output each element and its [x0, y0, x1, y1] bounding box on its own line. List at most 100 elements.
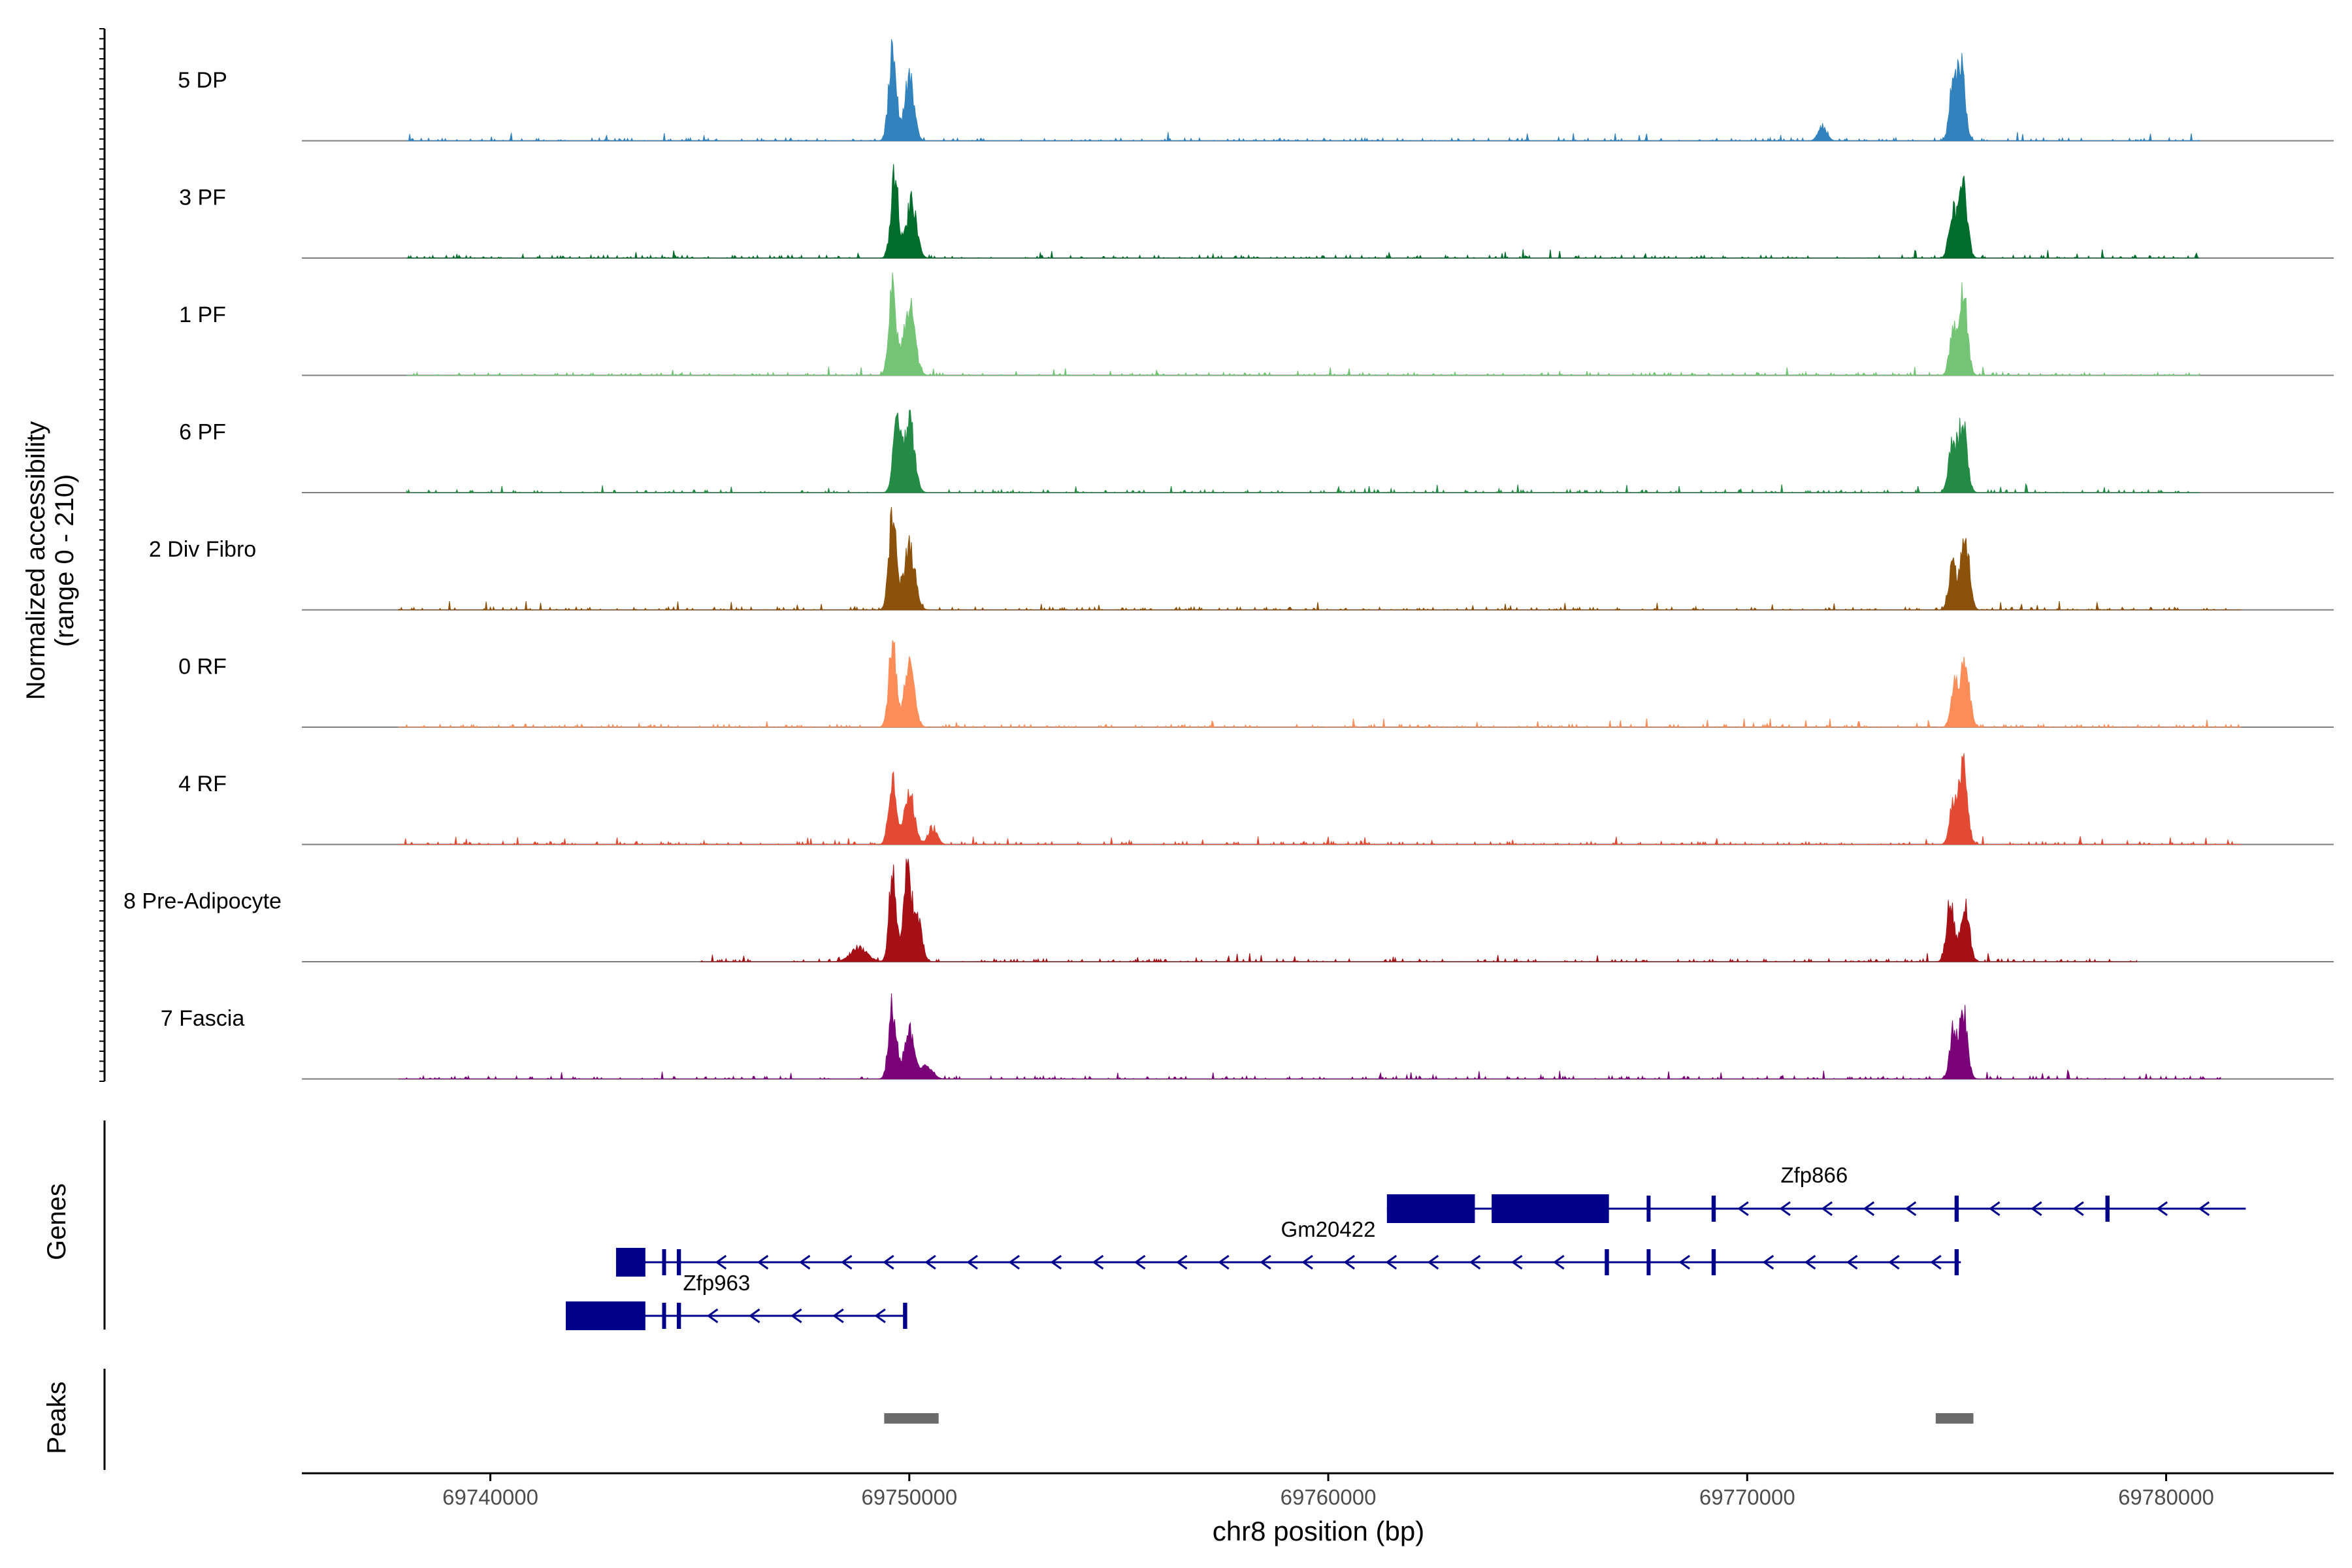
coverage-track: 3 PF [179, 164, 2334, 259]
track-label: 8 Pre-Adipocyte [123, 889, 282, 913]
track-label: 7 Fascia [161, 1006, 245, 1031]
coverage-track: 0 RF [178, 640, 2334, 728]
strand-arrow [1904, 1201, 1917, 1217]
gene-exon [676, 1303, 681, 1329]
strand-arrow [2031, 1201, 2042, 1217]
x-axis-tick-label: 69740000 [442, 1485, 538, 1509]
coverage-area [406, 39, 2201, 142]
strand-arrow [1218, 1254, 1230, 1270]
gene-exon [662, 1249, 666, 1275]
strand-arrow [1301, 1254, 1313, 1270]
strand-arrow [832, 1308, 844, 1324]
strand-arrow [1678, 1254, 1690, 1270]
gene-exon [1646, 1249, 1651, 1275]
strand-arrow [1846, 1254, 1858, 1270]
strand-arrow [1989, 1201, 2001, 1217]
strand-arrow [1008, 1254, 1020, 1270]
x-axis-label: chr8 position (bp) [1213, 1516, 1425, 1546]
strand-arrow [748, 1308, 760, 1324]
strand-arrow [715, 1254, 727, 1270]
gene-model: Zfp963 [565, 1271, 907, 1330]
genes-track-label: Genes [42, 1183, 71, 1260]
strand-arrow [1930, 1254, 1942, 1270]
gene-model: Zfp866 [1386, 1163, 2246, 1223]
strand-arrow [706, 1308, 719, 1324]
strand-arrow [1092, 1254, 1104, 1270]
coverage-track: 6 PF [179, 410, 2334, 494]
x-axis-tick-label: 69770000 [1699, 1485, 1795, 1509]
strand-arrow [1762, 1254, 1774, 1270]
track-label: 2 Div Fibro [149, 537, 256, 562]
gene-exon [1386, 1194, 1475, 1223]
strand-arrow [2156, 1201, 2168, 1217]
track-label: 1 PF [179, 302, 226, 327]
coverage-track: 8 Pre-Adipocyte [123, 858, 2334, 963]
strand-arrow [1343, 1254, 1355, 1270]
gene-annotation-track: Zfp866 Gm20422 Zfp963 [103, 1120, 2246, 1330]
strand-arrow [791, 1308, 802, 1324]
strand-arrow [841, 1254, 853, 1270]
gene-exon [676, 1249, 681, 1275]
strand-arrow [1863, 1201, 1875, 1217]
strand-arrow [757, 1254, 769, 1270]
peak-region [884, 1413, 939, 1424]
strand-arrow [1737, 1201, 1749, 1217]
gene-exon [1605, 1249, 1609, 1275]
strand-arrow [966, 1254, 978, 1270]
x-axis-tick-label: 69760000 [1281, 1485, 1377, 1509]
track-label: 6 PF [179, 419, 226, 444]
coverage-tracks: 5 DP 3 PF 1 PF 6 PF 2 Div Fibro 0 RF 4 RF 8 Pre… [99, 28, 2334, 1082]
coverage-area [397, 506, 2242, 612]
strand-arrow [1469, 1254, 1481, 1270]
y-axis-label-line1: Normalized accessibility [22, 421, 50, 700]
coverage-area [398, 640, 2242, 728]
gene-name-label: Zfp866 [1780, 1163, 1848, 1187]
strand-arrow [1176, 1254, 1188, 1270]
strand-arrow [2198, 1201, 2210, 1217]
gene-exon [2105, 1196, 2110, 1222]
gene-exon [1711, 1196, 1716, 1222]
peaks-track [103, 1369, 1974, 1470]
gene-exon [1711, 1249, 1716, 1275]
gene-exon [565, 1301, 645, 1330]
x-axis: 69740000 69750000 69760000 69770000 69780000 [302, 1472, 2334, 1509]
gene-exon [1492, 1194, 1609, 1223]
gene-exon [903, 1303, 907, 1329]
coverage-track: 4 RF [178, 753, 2334, 846]
coverage-track: 2 Div Fibro [149, 506, 2334, 612]
strand-arrow [1260, 1254, 1271, 1270]
strand-arrow [1821, 1201, 1833, 1217]
coverage-area [398, 993, 2221, 1080]
strand-arrow [883, 1254, 894, 1270]
track-label: 0 RF [178, 654, 227, 679]
strand-arrow [1134, 1254, 1146, 1270]
gene-name-label: Zfp963 [683, 1271, 750, 1295]
coverage-track: 5 DP [178, 39, 2334, 142]
gene-exon [1954, 1196, 1959, 1222]
strand-arrow [1050, 1254, 1062, 1270]
strand-arrow [798, 1254, 811, 1270]
strand-arrow [1804, 1254, 1816, 1270]
x-axis-tick-label: 69780000 [2118, 1485, 2214, 1509]
gene-exon [1646, 1196, 1651, 1222]
strand-arrow [1553, 1254, 1565, 1270]
coverage-area [406, 272, 2200, 376]
coverage-track: 7 Fascia [161, 993, 2334, 1080]
coverage-area [398, 753, 2242, 846]
strand-arrow [1427, 1254, 1439, 1270]
track-label: 5 DP [178, 68, 227, 93]
peak-region [1935, 1413, 1974, 1424]
strand-arrow [1385, 1254, 1397, 1270]
track-label: 4 RF [178, 772, 227, 796]
strand-arrow [1779, 1201, 1791, 1217]
peaks-track-label: Peaks [42, 1381, 71, 1454]
x-axis-tick-label: 69750000 [861, 1485, 957, 1509]
gene-exon [662, 1303, 666, 1329]
coverage-area [406, 410, 2200, 494]
strand-arrow [924, 1254, 936, 1270]
coverage-area [406, 164, 2200, 259]
y-axis-label-line2: (range 0 - 210) [50, 474, 79, 647]
strand-arrow [1511, 1254, 1523, 1270]
track-label: 3 PF [179, 185, 226, 210]
gene-exon [1954, 1249, 1959, 1275]
